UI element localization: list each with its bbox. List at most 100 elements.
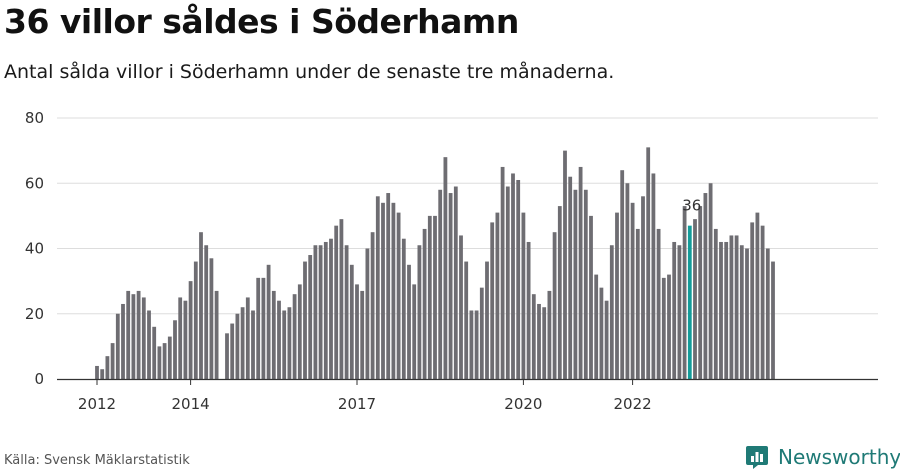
bar bbox=[292, 294, 297, 379]
y-tick-label: 60 bbox=[25, 174, 44, 192]
bar bbox=[698, 206, 703, 379]
bar bbox=[755, 212, 760, 379]
bar bbox=[126, 290, 131, 379]
bar bbox=[141, 297, 146, 379]
highlight-value-label: 36 bbox=[682, 197, 701, 215]
bar bbox=[459, 235, 463, 379]
bar bbox=[693, 219, 697, 379]
bar bbox=[448, 193, 453, 379]
bar bbox=[443, 157, 448, 379]
bar bbox=[131, 294, 136, 379]
bar bbox=[438, 189, 443, 379]
bar bbox=[339, 219, 344, 379]
bar bbox=[594, 274, 599, 379]
bar bbox=[199, 232, 203, 379]
bar bbox=[240, 307, 245, 379]
bar bbox=[583, 189, 588, 379]
bar bbox=[110, 343, 115, 379]
bar bbox=[230, 323, 235, 379]
bar bbox=[573, 189, 578, 379]
bar bbox=[209, 258, 214, 379]
bar bbox=[427, 215, 432, 380]
bar bbox=[365, 248, 370, 379]
bar bbox=[386, 193, 391, 379]
x-tick-label: 2014 bbox=[172, 395, 210, 413]
y-axis-ticks: 0 20 40 60 80 bbox=[25, 109, 44, 388]
bar bbox=[152, 326, 157, 379]
bar bbox=[256, 277, 261, 379]
bar bbox=[485, 261, 489, 379]
bar bbox=[677, 245, 682, 379]
bar bbox=[537, 303, 541, 379]
bar bbox=[360, 290, 365, 379]
bar bbox=[464, 261, 469, 379]
bar bbox=[771, 261, 775, 379]
bar bbox=[381, 202, 385, 379]
bar bbox=[271, 290, 276, 379]
bar bbox=[500, 166, 505, 379]
brand-logo: Newsworthy bbox=[744, 442, 900, 472]
bar bbox=[355, 284, 359, 379]
bar bbox=[490, 222, 495, 379]
bar bbox=[646, 147, 651, 379]
bar bbox=[147, 310, 151, 379]
bar bbox=[188, 281, 193, 380]
bar bbox=[667, 274, 671, 379]
bar-chart: 0 20 40 60 80 2012 2014 2017 2020 2022 36 bbox=[25, 109, 878, 413]
y-tick-label: 20 bbox=[25, 305, 44, 323]
bar-highlight bbox=[687, 225, 692, 379]
bar bbox=[287, 307, 292, 379]
bar bbox=[505, 186, 510, 379]
bar bbox=[329, 238, 333, 379]
bar bbox=[370, 232, 375, 379]
bar bbox=[412, 284, 417, 379]
x-tick-label: 2022 bbox=[614, 395, 652, 413]
bar bbox=[531, 294, 536, 379]
y-tick-label: 80 bbox=[25, 109, 44, 127]
bar bbox=[261, 277, 266, 379]
bar bbox=[609, 245, 614, 379]
bar bbox=[615, 212, 619, 379]
bar bbox=[422, 228, 427, 379]
bar bbox=[407, 264, 411, 379]
bar bbox=[433, 215, 437, 380]
brand-name: Newsworthy bbox=[778, 445, 900, 469]
bar bbox=[656, 228, 661, 379]
bar bbox=[266, 264, 271, 379]
bar bbox=[713, 228, 718, 379]
bar bbox=[651, 173, 656, 379]
bar bbox=[469, 310, 474, 379]
bar bbox=[178, 297, 183, 379]
bar bbox=[708, 183, 713, 379]
bar bbox=[635, 228, 640, 379]
bars bbox=[95, 147, 775, 380]
bar bbox=[630, 202, 635, 379]
bar bbox=[251, 310, 255, 379]
bar bbox=[760, 225, 765, 379]
bar bbox=[604, 300, 609, 379]
bar bbox=[589, 215, 593, 380]
bar bbox=[682, 206, 687, 379]
bar bbox=[95, 365, 99, 379]
bar bbox=[396, 212, 401, 379]
chart-title: 36 villor såldes i Söderhamn bbox=[4, 2, 519, 41]
chart-subtitle: Antal sålda villor i Söderhamn under de … bbox=[4, 61, 615, 83]
bar bbox=[625, 183, 630, 379]
bar bbox=[661, 277, 666, 379]
bar bbox=[121, 303, 125, 379]
bar bbox=[375, 196, 380, 379]
bar bbox=[334, 225, 339, 379]
bar bbox=[167, 336, 172, 379]
bar bbox=[563, 150, 567, 380]
bar bbox=[641, 196, 645, 379]
bar bbox=[453, 186, 458, 379]
bar bbox=[245, 297, 250, 379]
bar bbox=[308, 255, 313, 379]
bar bbox=[765, 248, 770, 379]
bar bbox=[204, 245, 209, 379]
bar bbox=[542, 307, 547, 379]
bar bbox=[724, 241, 729, 379]
bar bbox=[225, 333, 229, 379]
bar bbox=[313, 245, 318, 379]
bar bbox=[401, 238, 406, 379]
